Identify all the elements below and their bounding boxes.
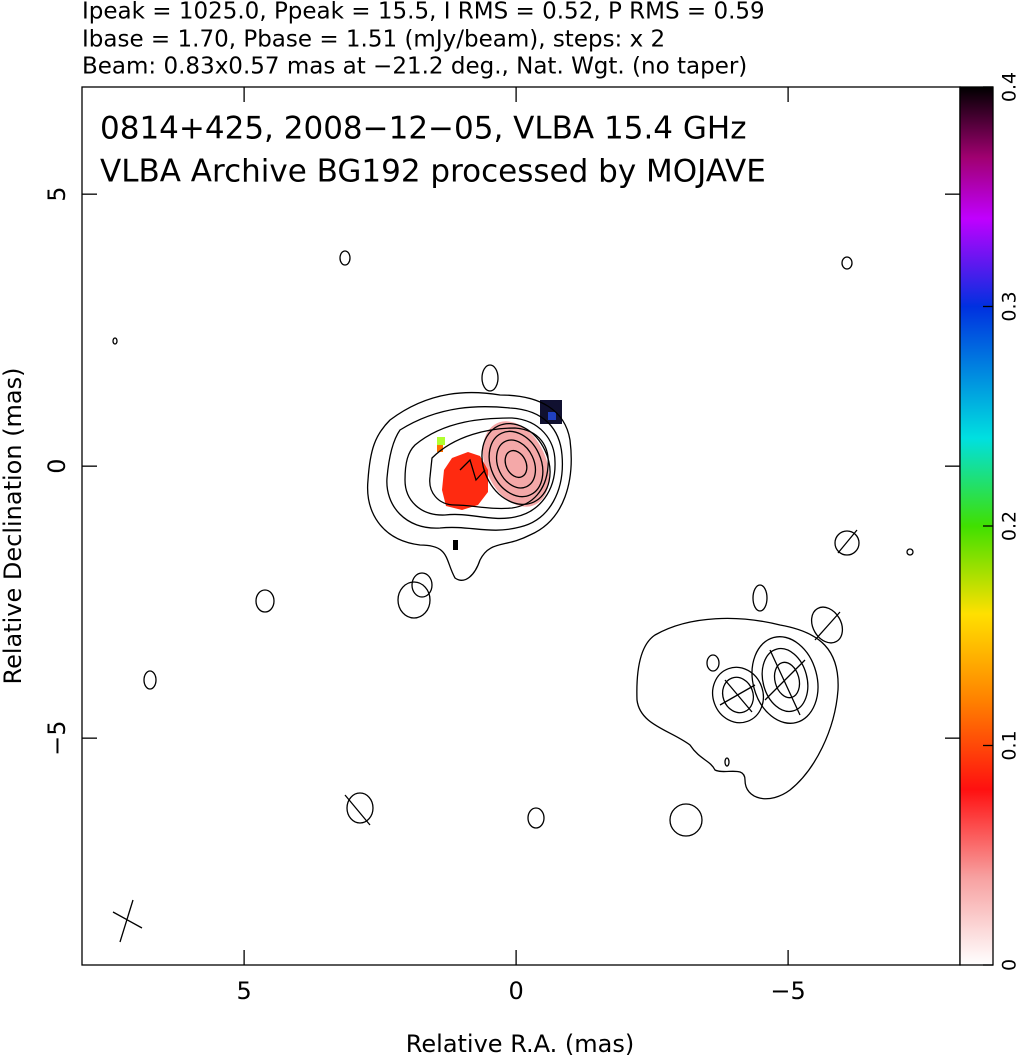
contour [112,337,118,345]
contour [834,530,860,556]
y-tick-label: 5 [43,187,71,202]
colorbar-tick-label: 0.3 [999,291,1021,321]
header-line: Beam: 0.83x0.57 mas at −21.2 deg., Nat. … [82,54,747,80]
y-tick-label: −5 [43,720,71,755]
pixel [453,540,458,550]
contour [906,548,914,556]
colorbar-tick-label: 0.4 [999,72,1021,102]
header-line: Ipeak = 1025.0, Ppeak = 15.5, I RMS = 0.… [82,0,765,25]
contour [669,803,703,837]
polarization-region [442,452,488,510]
contour [404,417,556,520]
contour [366,391,572,581]
pixel [548,412,556,420]
polarization-core [482,421,550,507]
contour [346,792,374,824]
contour [481,422,551,506]
colorbar-tick-label: 0 [999,959,1021,971]
vector [344,529,858,826]
contour [495,439,537,489]
pixel [437,445,443,452]
beam [112,899,143,943]
contour [773,661,801,699]
x-tick-label: 0 [508,977,523,1005]
contour [397,581,431,619]
x-tick-label: 5 [236,977,251,1005]
contour [339,250,351,266]
contour [761,647,809,713]
contour [527,807,545,829]
pixel [437,437,445,445]
contour [411,572,433,598]
contour [386,406,564,531]
map [112,250,914,943]
islands [112,250,914,837]
contour [841,256,853,270]
contour [636,617,839,800]
contour [724,757,730,767]
x-tick-label: −5 [770,977,805,1005]
vector [719,649,806,716]
contour [429,427,549,510]
contour [143,670,157,690]
contour [752,584,768,612]
x-axis-label: Relative R.A. (mas) [406,1030,634,1058]
y-axis-label: Relative Declination (mas) [0,367,27,684]
plot-frame [81,86,961,966]
contour [711,666,765,724]
contour [810,606,844,644]
y-tick-label: 0 [43,459,71,474]
plot-title: 0814+425, 2008−12−05, VLBA 15.4 GHz [100,111,746,147]
contour [706,654,720,672]
contour [721,676,755,714]
contour [488,430,544,498]
contour [481,364,499,392]
colorbar-tick-label: 0.1 [999,730,1021,760]
colorbar-tick-label: 0.2 [999,511,1021,541]
contour [751,636,819,724]
vector [459,458,486,482]
contour [255,589,275,613]
header-line: Ibase = 1.70, Pbase = 1.51 (mJy/beam), s… [82,27,665,53]
contour [504,449,528,479]
plot-title: VLBA Archive BG192 processed by MOJAVE [100,154,766,190]
